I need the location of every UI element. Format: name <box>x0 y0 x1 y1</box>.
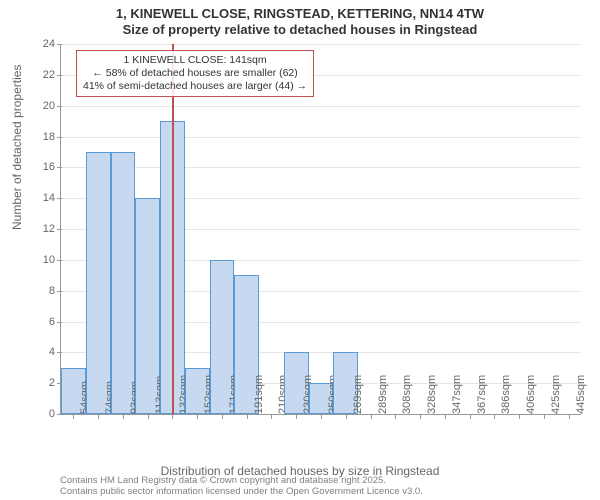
x-tick-mark <box>247 414 248 419</box>
x-tick-mark <box>569 414 570 419</box>
x-tick-label: 386sqm <box>498 369 512 414</box>
y-tick-label: 18 <box>43 131 61 143</box>
x-tick-label: 269sqm <box>350 369 364 414</box>
x-tick-mark <box>544 414 545 419</box>
y-tick-label: 10 <box>43 254 61 266</box>
annotation-line3: 41% of semi-detached houses are larger (… <box>83 80 307 93</box>
y-tick-label: 12 <box>43 223 61 235</box>
y-tick-label: 14 <box>43 192 61 204</box>
y-tick-label: 6 <box>49 316 61 328</box>
y-axis-label: Number of detached properties <box>10 65 24 230</box>
x-tick-mark <box>445 414 446 419</box>
gridline-h <box>61 106 581 107</box>
x-tick-label: 406sqm <box>523 369 537 414</box>
x-tick-mark <box>271 414 272 419</box>
chart-title-line1: 1, KINEWELL CLOSE, RINGSTEAD, KETTERING,… <box>0 6 600 21</box>
y-tick-label: 20 <box>43 100 61 112</box>
x-tick-mark <box>222 414 223 419</box>
x-tick-mark <box>197 414 198 419</box>
gridline-h <box>61 44 581 45</box>
x-tick-mark <box>346 414 347 419</box>
footer-attribution: Contains HM Land Registry data © Crown c… <box>60 476 423 498</box>
x-tick-mark <box>395 414 396 419</box>
x-tick-mark <box>494 414 495 419</box>
reference-line <box>172 44 174 414</box>
x-tick-mark <box>148 414 149 419</box>
x-tick-mark <box>98 414 99 419</box>
x-tick-mark <box>172 414 173 419</box>
y-tick-label: 16 <box>43 161 61 173</box>
x-tick-label: 328sqm <box>424 369 438 414</box>
x-tick-label: 289sqm <box>375 369 389 414</box>
gridline-h <box>61 167 581 168</box>
x-tick-mark <box>296 414 297 419</box>
x-tick-label: 425sqm <box>548 369 562 414</box>
x-tick-mark <box>123 414 124 419</box>
y-tick-label: 8 <box>49 285 61 297</box>
gridline-h <box>61 137 581 138</box>
chart-container: 1, KINEWELL CLOSE, RINGSTEAD, KETTERING,… <box>0 0 600 500</box>
chart-title-line2: Size of property relative to detached ho… <box>0 22 600 37</box>
x-tick-label: 191sqm <box>251 369 265 414</box>
y-tick-label: 22 <box>43 69 61 81</box>
annotation-box: 1 KINEWELL CLOSE: 141sqm ← 58% of detach… <box>76 50 314 97</box>
annotation-line2: ← 58% of detached houses are smaller (62… <box>83 67 307 80</box>
x-tick-mark <box>420 414 421 419</box>
y-tick-label: 4 <box>49 346 61 358</box>
x-tick-mark <box>371 414 372 419</box>
x-tick-label: 308sqm <box>399 369 413 414</box>
x-tick-mark <box>470 414 471 419</box>
x-tick-label: 445sqm <box>573 369 587 414</box>
annotation-line1: 1 KINEWELL CLOSE: 141sqm <box>83 54 307 67</box>
x-tick-label: 347sqm <box>449 369 463 414</box>
x-tick-label: 367sqm <box>474 369 488 414</box>
plot-area: 02468101214161820222454sqm74sqm93sqm113s… <box>60 44 581 415</box>
x-tick-mark <box>519 414 520 419</box>
x-tick-mark <box>73 414 74 419</box>
x-tick-mark <box>321 414 322 419</box>
y-tick-label: 2 <box>49 377 61 389</box>
y-tick-label: 24 <box>43 38 61 50</box>
y-tick-label: 0 <box>49 408 61 420</box>
footer-line2: Contains public sector information licen… <box>60 487 423 498</box>
